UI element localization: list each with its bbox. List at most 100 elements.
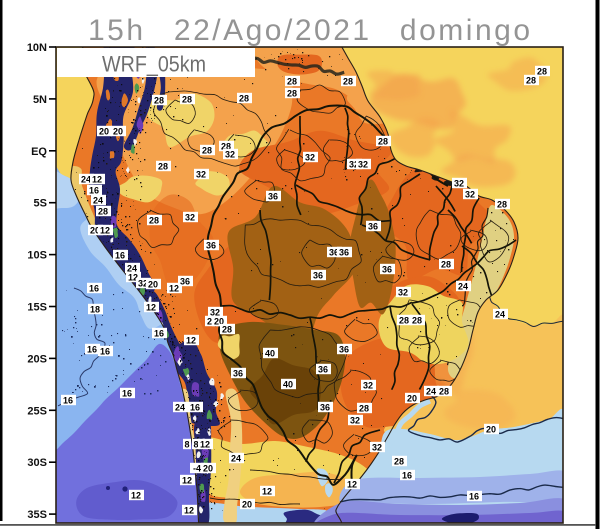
svg-text:12: 12 <box>200 440 210 450</box>
svg-text:28: 28 <box>497 200 507 210</box>
svg-text:28: 28 <box>202 146 212 156</box>
svg-text:12: 12 <box>182 476 192 486</box>
svg-text:12: 12 <box>347 480 357 490</box>
svg-text:16: 16 <box>87 345 97 355</box>
svg-text:20: 20 <box>99 127 109 137</box>
svg-text:28: 28 <box>537 67 547 77</box>
svg-text:32: 32 <box>210 308 220 318</box>
svg-text:32: 32 <box>138 279 148 289</box>
svg-text:20: 20 <box>407 394 417 404</box>
svg-text:5N: 5N <box>33 94 47 106</box>
svg-text:36: 36 <box>339 345 349 355</box>
svg-text:20: 20 <box>148 280 158 290</box>
svg-text:24: 24 <box>81 175 91 185</box>
svg-text:20: 20 <box>90 226 100 236</box>
svg-text:12: 12 <box>128 273 138 283</box>
svg-text:12: 12 <box>146 303 156 313</box>
svg-text:12: 12 <box>262 487 272 497</box>
svg-text:5S: 5S <box>34 198 47 210</box>
svg-text:16: 16 <box>89 186 99 196</box>
svg-text:28: 28 <box>439 387 449 397</box>
svg-text:36: 36 <box>368 222 378 232</box>
svg-text:36: 36 <box>320 403 330 413</box>
svg-text:24: 24 <box>458 282 468 292</box>
svg-text:32: 32 <box>465 190 475 200</box>
svg-text:32: 32 <box>196 170 206 180</box>
svg-text:36: 36 <box>180 277 190 287</box>
svg-text:24: 24 <box>93 196 103 206</box>
svg-text:24: 24 <box>426 387 436 397</box>
svg-text:32: 32 <box>358 160 368 170</box>
svg-text:28: 28 <box>239 94 249 104</box>
svg-text:EQ: EQ <box>31 146 47 158</box>
svg-text:28: 28 <box>399 316 409 326</box>
svg-text:20: 20 <box>242 500 252 510</box>
svg-text:18: 18 <box>90 305 100 315</box>
svg-text:20: 20 <box>486 425 496 435</box>
svg-text:28: 28 <box>441 260 451 270</box>
svg-text:28: 28 <box>287 89 297 99</box>
svg-text:36: 36 <box>318 365 328 375</box>
svg-text:40: 40 <box>283 380 293 390</box>
svg-text:32: 32 <box>372 443 382 453</box>
svg-text:28: 28 <box>412 316 422 326</box>
svg-text:28: 28 <box>149 216 159 226</box>
svg-text:8: 8 <box>193 440 198 450</box>
svg-text:10S: 10S <box>27 250 47 262</box>
svg-text:30S: 30S <box>27 457 47 469</box>
svg-text:32: 32 <box>225 150 235 160</box>
svg-text:28: 28 <box>343 77 353 87</box>
svg-text:16: 16 <box>89 284 99 294</box>
svg-text:8: 8 <box>184 440 189 450</box>
svg-text:20: 20 <box>113 127 123 137</box>
svg-text:15S: 15S <box>27 302 47 314</box>
svg-text:24: 24 <box>495 310 505 320</box>
svg-text:36: 36 <box>329 248 339 258</box>
svg-text:28: 28 <box>222 325 232 335</box>
svg-text:32: 32 <box>349 160 359 170</box>
svg-text:32: 32 <box>398 288 408 298</box>
svg-text:20S: 20S <box>27 353 47 365</box>
svg-text:28: 28 <box>394 457 404 467</box>
svg-text:12: 12 <box>92 175 102 185</box>
svg-text:12: 12 <box>100 226 110 236</box>
svg-text:20: 20 <box>214 317 224 327</box>
svg-text:36: 36 <box>206 241 216 251</box>
svg-text:28: 28 <box>378 137 388 147</box>
svg-text:-4: -4 <box>193 464 201 474</box>
svg-text:25S: 25S <box>27 405 47 417</box>
svg-text:24: 24 <box>231 454 241 464</box>
svg-text:16: 16 <box>402 471 412 481</box>
svg-text:28: 28 <box>287 77 297 87</box>
svg-text:36: 36 <box>233 369 243 379</box>
svg-text:32: 32 <box>454 179 464 189</box>
svg-text:28: 28 <box>359 404 369 414</box>
svg-text:12: 12 <box>131 491 141 501</box>
svg-text:35S: 35S <box>27 509 47 521</box>
svg-text:16: 16 <box>154 329 164 339</box>
svg-text:28: 28 <box>182 95 192 105</box>
svg-text:36: 36 <box>382 265 392 275</box>
svg-text:WRF_05km: WRF_05km <box>102 52 206 77</box>
svg-text:16: 16 <box>100 347 110 357</box>
svg-text:36: 36 <box>339 248 349 258</box>
svg-text:10N: 10N <box>27 42 47 54</box>
svg-text:28: 28 <box>98 207 108 217</box>
svg-text:16: 16 <box>63 396 73 406</box>
svg-text:32: 32 <box>350 416 360 426</box>
svg-text:28: 28 <box>526 76 536 86</box>
svg-text:12: 12 <box>169 284 179 294</box>
svg-text:36: 36 <box>313 271 323 281</box>
svg-text:16: 16 <box>469 492 479 502</box>
svg-text:24: 24 <box>127 264 137 274</box>
svg-text:40: 40 <box>265 349 275 359</box>
svg-text:32: 32 <box>305 153 315 163</box>
svg-text:28: 28 <box>221 142 231 152</box>
svg-text:20: 20 <box>203 464 213 474</box>
svg-text:32: 32 <box>363 381 373 391</box>
svg-text:32: 32 <box>185 213 195 223</box>
svg-text:24: 24 <box>175 403 185 413</box>
svg-text:16: 16 <box>190 403 200 413</box>
svg-text:36: 36 <box>268 192 278 202</box>
svg-text:28: 28 <box>154 96 164 106</box>
